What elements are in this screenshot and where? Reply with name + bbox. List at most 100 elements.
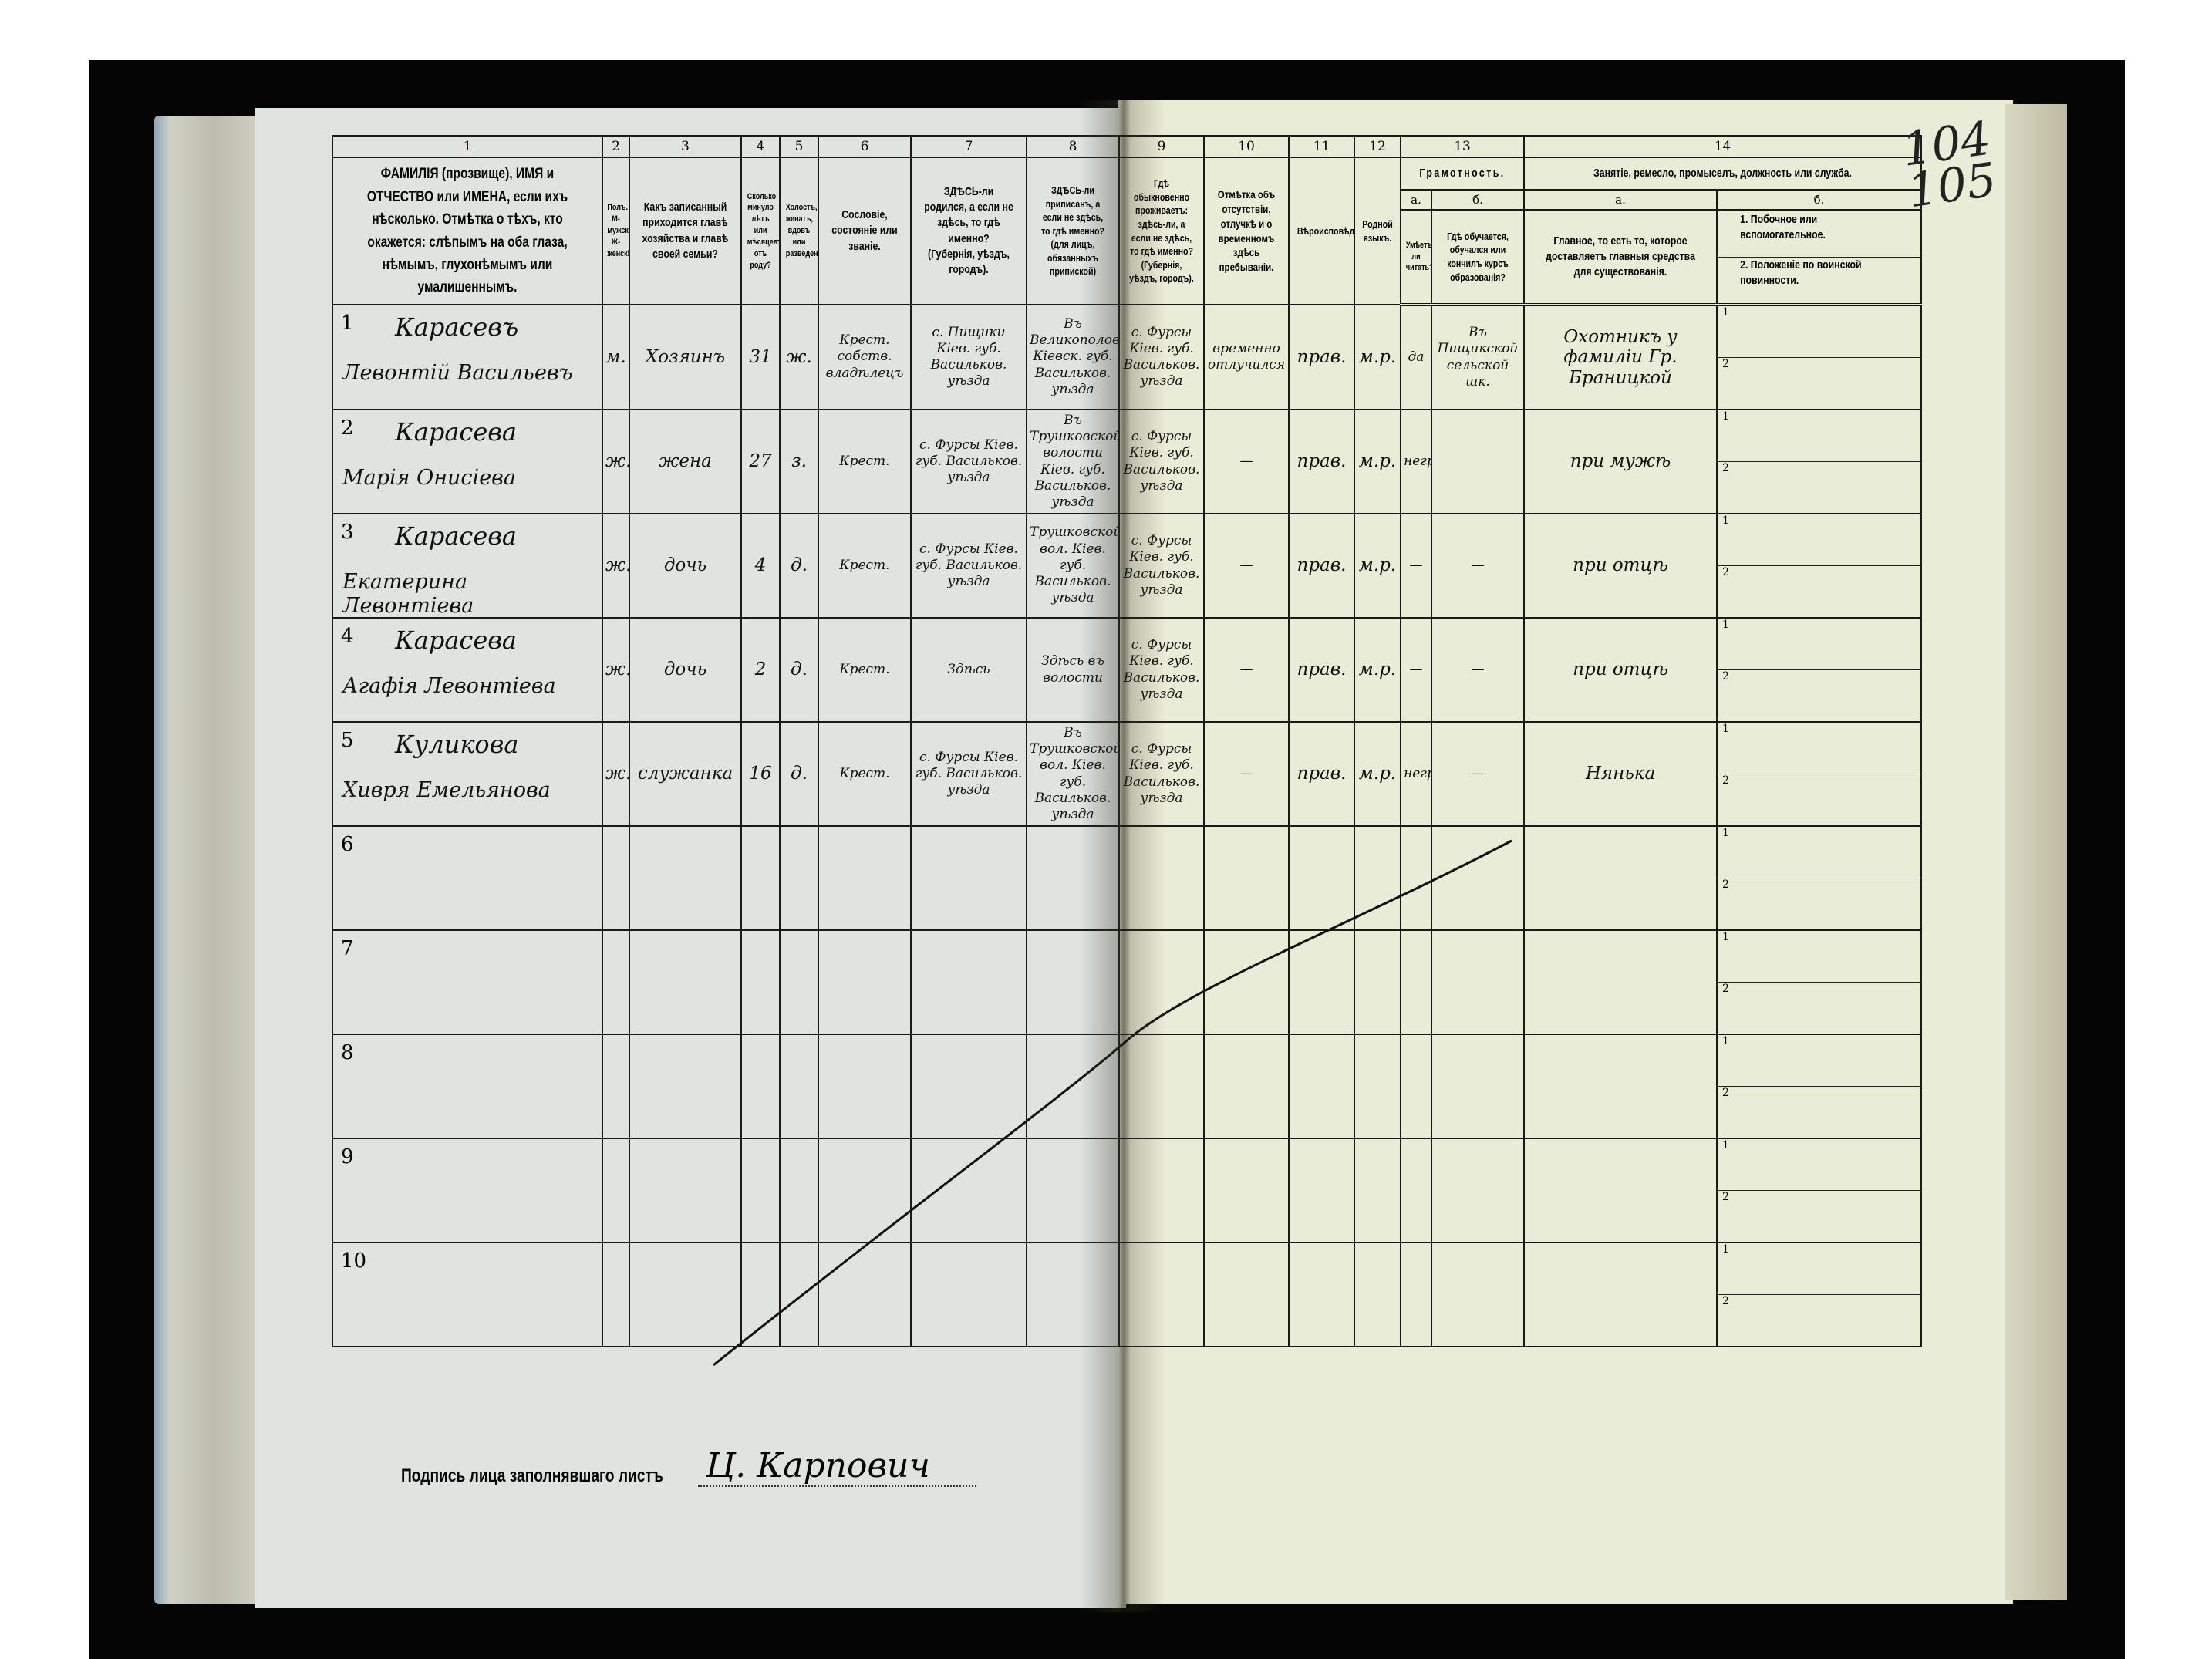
estate-cell: Крест. xyxy=(818,513,912,619)
birthplace-cell xyxy=(910,825,1027,931)
birthplace-cell xyxy=(910,1034,1027,1139)
education-cell xyxy=(1430,929,1526,1035)
relation-cell: Хозяинъ xyxy=(629,304,742,410)
table-row: 5 Куликова Хивря Емельянова ж. служанка 16 д. К… xyxy=(332,721,1923,827)
col-number: 4 xyxy=(740,135,781,158)
header-sex: Полъ. М-мужской. Ж-женскiй. xyxy=(602,157,630,305)
sex-cell: м. xyxy=(602,304,630,410)
literate-cell xyxy=(1400,929,1432,1035)
literate-cell xyxy=(1400,1242,1432,1347)
literate-cell xyxy=(1400,1034,1432,1139)
age-cell xyxy=(740,1138,781,1243)
language-cell: м.р. xyxy=(1354,617,1401,723)
name-cell: 8 xyxy=(332,1034,603,1139)
sub-line-label: 2 xyxy=(1722,462,1729,474)
sub-line-label: 2 xyxy=(1722,358,1729,370)
header-name: ФАМИЛIЯ (прозвище), ИМЯ и ОТЧЕСТВО или И… xyxy=(332,157,603,305)
surname: Куликова xyxy=(395,730,519,759)
marital-cell: ж. xyxy=(779,304,819,410)
estate-cell xyxy=(818,1034,912,1139)
registered-cell xyxy=(1026,1242,1120,1347)
residence-cell xyxy=(1118,825,1205,931)
row-number: 10 xyxy=(341,1249,367,1273)
sub-line-label: 1 xyxy=(1718,306,1920,358)
surname: Карасева xyxy=(395,417,517,447)
sub-line-label: 1 xyxy=(1718,1140,1920,1191)
religion-cell xyxy=(1288,929,1355,1035)
given-name: Марiя Онисiева xyxy=(342,466,516,490)
education-cell xyxy=(1430,409,1526,514)
sub-line-label: 1 xyxy=(1718,1036,1920,1087)
occupation-cell xyxy=(1523,1242,1718,1347)
row-number: 7 xyxy=(341,937,354,960)
row-number: 4 xyxy=(341,625,354,648)
sex-cell xyxy=(602,825,630,931)
absence-cell xyxy=(1203,1034,1290,1139)
header-can-read: Умѣетъ-ли читать? xyxy=(1400,209,1432,306)
header-relation: Какъ записанный приходится главѣ хозяйст… xyxy=(629,157,742,305)
literate-cell xyxy=(1400,1138,1432,1243)
residence-cell: с. Фурсы Кiев. губ. Васильков. уѣзда xyxy=(1118,721,1205,827)
relation-cell: дочь xyxy=(629,513,742,619)
religion-cell xyxy=(1288,825,1355,931)
literate-cell: неграм. xyxy=(1400,721,1432,827)
registered-cell: Въ Трушковской вол. Кiев. губ. Васильков… xyxy=(1026,721,1120,827)
column-numbers-row: 1 2 3 4 5 6 7 8 9 10 11 12 13 14 xyxy=(332,135,1923,158)
absence-cell xyxy=(1203,825,1290,931)
header-religion: Вѣроисповѣданiе. xyxy=(1288,157,1355,305)
col-number: 11 xyxy=(1288,135,1355,158)
marital-cell xyxy=(779,929,819,1035)
relation-cell: дочь xyxy=(629,617,742,723)
census-table: 1 2 3 4 5 6 7 8 9 10 11 12 13 14 ФАМИЛIЯ… xyxy=(332,135,1923,1347)
absence-cell xyxy=(1203,929,1290,1035)
occupation-cell: Нянька xyxy=(1523,721,1718,827)
language-cell: м.р. xyxy=(1354,721,1401,827)
name-cell: 9 xyxy=(332,1138,603,1243)
row-number: 9 xyxy=(341,1145,354,1168)
age-cell: 31 xyxy=(740,304,781,410)
religion-cell xyxy=(1288,1242,1355,1347)
header-subcols-row: Умѣетъ-ли читать? Гдѣ обучается, обучалс… xyxy=(332,209,1923,306)
row-number: 3 xyxy=(341,521,354,544)
sex-cell xyxy=(602,1138,630,1243)
estate-cell: Крест. собств. владѣлецъ xyxy=(818,304,912,410)
relation-cell xyxy=(629,1242,742,1347)
header-secondary: 1. Побочное или вспомогательное. 2. Поло… xyxy=(1716,209,1923,306)
marital-cell xyxy=(779,1034,819,1139)
occupation-cell xyxy=(1523,929,1718,1035)
row-number: 1 xyxy=(341,312,354,335)
literate-cell: неграм. xyxy=(1400,409,1432,514)
occupation-cell xyxy=(1523,1034,1718,1139)
sub-line-label: 1 xyxy=(1718,515,1920,566)
row-number: 2 xyxy=(341,416,354,440)
sub-line-label: 2 xyxy=(1722,1087,1729,1099)
occupation-cell: Охотникъ у фамилiи Гр. Браницкой xyxy=(1523,304,1718,410)
religion-cell xyxy=(1288,1034,1355,1139)
col-number: 9 xyxy=(1118,135,1205,158)
estate-cell: Крест. xyxy=(818,409,912,514)
education-cell xyxy=(1430,1034,1526,1139)
absence-cell: — xyxy=(1203,617,1290,723)
occupation-cell: при отцѣ xyxy=(1523,513,1718,619)
header-letters-row: а. б. а. б. xyxy=(332,189,1923,211)
language-cell xyxy=(1354,1138,1401,1243)
relation-cell xyxy=(629,929,742,1035)
age-cell: 2 xyxy=(740,617,781,723)
header-main-occupation: Главное, то есть то, которое доставляетъ… xyxy=(1523,209,1718,306)
estate-cell xyxy=(818,1242,912,1347)
sub-line-label: 2 xyxy=(1722,878,1729,891)
birthplace-cell: с. Пищики Кiев. губ. Васильков. уѣзда xyxy=(910,304,1027,410)
residence-cell xyxy=(1118,1242,1205,1347)
header-residence: Гдѣ обыкновенно проживаетъ: здѣсь-ли, а … xyxy=(1118,157,1205,305)
education-cell: — xyxy=(1430,721,1526,827)
registered-cell xyxy=(1026,825,1120,931)
header-birthplace: ЗДѢСЬ-ли родился, а если не здѣсь, то гд… xyxy=(910,157,1027,305)
residence-cell xyxy=(1118,1034,1205,1139)
row-number: 8 xyxy=(341,1041,354,1064)
